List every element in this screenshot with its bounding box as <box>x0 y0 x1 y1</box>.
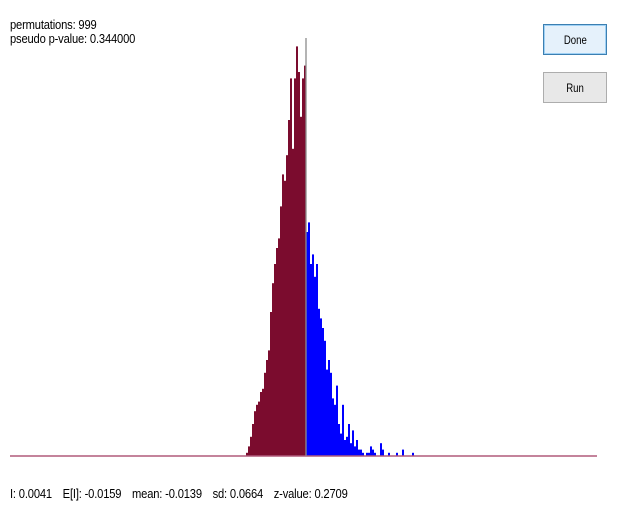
histogram-bar-below-observed <box>252 424 254 456</box>
histogram-bar-above-observed <box>366 452 368 456</box>
histogram-bar-below-observed <box>304 65 306 456</box>
histogram-bar-above-observed <box>322 328 324 456</box>
histogram-bar-above-observed <box>318 308 320 456</box>
histogram-bar-above-observed <box>356 440 358 456</box>
expected-i-value: E[I]: -0.0159 <box>62 486 122 501</box>
histogram-bar-below-observed <box>270 312 272 456</box>
histogram-bar-below-observed <box>258 401 260 456</box>
histogram-bar-below-observed <box>296 46 298 457</box>
histogram-bar-above-observed <box>358 449 360 456</box>
done-button-label: Done <box>563 32 587 47</box>
histogram-bar-above-observed <box>314 276 316 456</box>
histogram-bar-above-observed <box>306 232 308 456</box>
histogram-bar-below-observed <box>256 404 258 456</box>
histogram-bar-below-observed <box>276 248 278 456</box>
histogram-bar-below-observed <box>282 174 284 456</box>
histogram-bar-above-observed <box>308 222 310 456</box>
histogram-bar-below-observed <box>278 238 280 456</box>
histogram-bar-above-observed <box>372 449 374 456</box>
z-value: z-value: 0.2709 <box>273 486 348 501</box>
histogram-bar-above-observed <box>346 436 348 456</box>
histogram-bar-above-observed <box>344 440 346 456</box>
histogram-bar-above-observed <box>382 449 384 456</box>
histogram-bar-above-observed <box>336 385 338 456</box>
histogram-bar-above-observed <box>350 443 352 456</box>
histogram-bar-below-observed <box>290 78 292 457</box>
histogram-bar-below-observed <box>280 206 282 456</box>
histogram-bar-above-observed <box>354 446 356 456</box>
histogram-bar-above-observed <box>342 404 344 456</box>
histogram-bar-above-observed <box>360 449 362 456</box>
histogram-bar-tail <box>402 449 404 456</box>
histogram-bar-above-observed <box>340 433 342 456</box>
histogram-bar-below-observed <box>284 180 286 457</box>
histogram-bar-below-observed <box>288 120 290 456</box>
histogram-bar-below-observed <box>302 78 304 457</box>
moran-i-value: I: 0.0041 <box>10 486 52 501</box>
histogram-bars <box>246 46 414 457</box>
histogram-bar-below-observed <box>266 360 268 456</box>
histogram-bar-below-observed <box>274 264 276 456</box>
histogram-bar-above-observed <box>312 254 314 456</box>
histogram-bar-below-observed <box>292 148 294 457</box>
histogram-bar-below-observed <box>254 411 256 456</box>
histogram-bar-tail <box>396 452 398 456</box>
histogram-bar-below-observed <box>298 72 300 456</box>
reference-distribution-histogram <box>10 38 597 457</box>
histogram-bar-below-observed <box>300 116 302 457</box>
stats-summary: permutations: 999 pseudo p-value: 0.3440… <box>10 18 135 46</box>
histogram-bar-below-observed <box>248 446 250 456</box>
histogram-bar-below-observed <box>264 372 266 456</box>
statistics-footer: I: 0.0041 E[I]: -0.0159 mean: -0.0139 sd… <box>10 486 355 501</box>
histogram-bar-above-observed <box>328 360 330 456</box>
histogram-bar-above-observed <box>332 398 334 456</box>
histogram-bar-above-observed <box>388 452 390 456</box>
pseudo-p-value-label: pseudo p-value: 0.344000 <box>10 31 136 46</box>
histogram-bar-below-observed <box>268 350 270 456</box>
histogram-bar-below-observed <box>260 392 262 456</box>
histogram-bar-above-observed <box>362 452 364 456</box>
histogram-bar-below-observed <box>272 283 274 456</box>
histogram-bar-tail <box>412 452 414 456</box>
histogram-bar-above-observed <box>324 340 326 456</box>
permutations-label: permutations: 999 <box>10 17 97 32</box>
histogram-bar-below-observed <box>262 388 264 456</box>
histogram-bar-above-observed <box>380 443 382 456</box>
histogram-bar-above-observed <box>368 452 370 456</box>
run-button[interactable]: Run <box>543 72 607 103</box>
histogram-bar-above-observed <box>348 424 350 456</box>
done-button[interactable]: Done <box>543 24 607 55</box>
histogram-bar-below-observed <box>250 436 252 456</box>
histogram-bar-above-observed <box>352 430 354 456</box>
run-button-label: Run <box>566 80 584 95</box>
sd-value: sd: 0.0664 <box>212 486 264 501</box>
histogram-bar-above-observed <box>338 424 340 456</box>
histogram-bar-below-observed <box>246 452 248 456</box>
histogram-bar-above-observed <box>316 264 318 456</box>
histogram-bar-above-observed <box>310 264 312 456</box>
histogram-bar-below-observed <box>286 155 288 456</box>
histogram-bar-above-observed <box>334 404 336 456</box>
histogram-bar-above-observed <box>320 318 322 456</box>
histogram-bar-above-observed <box>326 369 328 456</box>
histogram-bar-above-observed <box>370 446 372 456</box>
histogram-bar-above-observed <box>374 452 376 456</box>
histogram-bar-below-observed <box>294 78 296 457</box>
mean-value: mean: -0.0139 <box>132 486 202 501</box>
histogram-bar-above-observed <box>330 372 332 456</box>
